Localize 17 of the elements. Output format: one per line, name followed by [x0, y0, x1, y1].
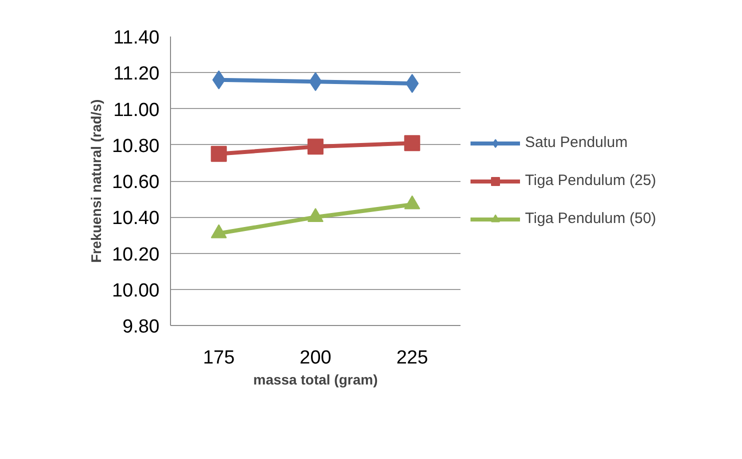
y-tick-label: 10.20: [112, 244, 160, 266]
y-tick-label: 10.40: [112, 208, 160, 230]
legend-label: Tiga Pendulum (50): [525, 210, 656, 227]
legend-label: Satu Pendulum: [525, 134, 628, 151]
y-tick-label: 10.00: [112, 280, 160, 302]
y-tick-label: 11.00: [113, 100, 160, 121]
x-axis-title: massa total (gram): [253, 372, 378, 388]
y-tick-label: 10.80: [112, 136, 160, 157]
x-tick-label: 175: [202, 348, 235, 368]
y-tick-label: 11.40: [113, 28, 160, 48]
y-tick-label: 11.20: [113, 64, 160, 85]
legend-label: Tiga Pendulum (25): [525, 172, 656, 189]
x-tick-label: 200: [300, 348, 332, 368]
x-tick-label: 225: [396, 348, 428, 368]
y-tick-label: 9.80: [122, 316, 160, 338]
y-tick-label: 10.60: [112, 172, 160, 193]
y-axis-title: Frekuensi natural (rad/s): [88, 99, 104, 263]
